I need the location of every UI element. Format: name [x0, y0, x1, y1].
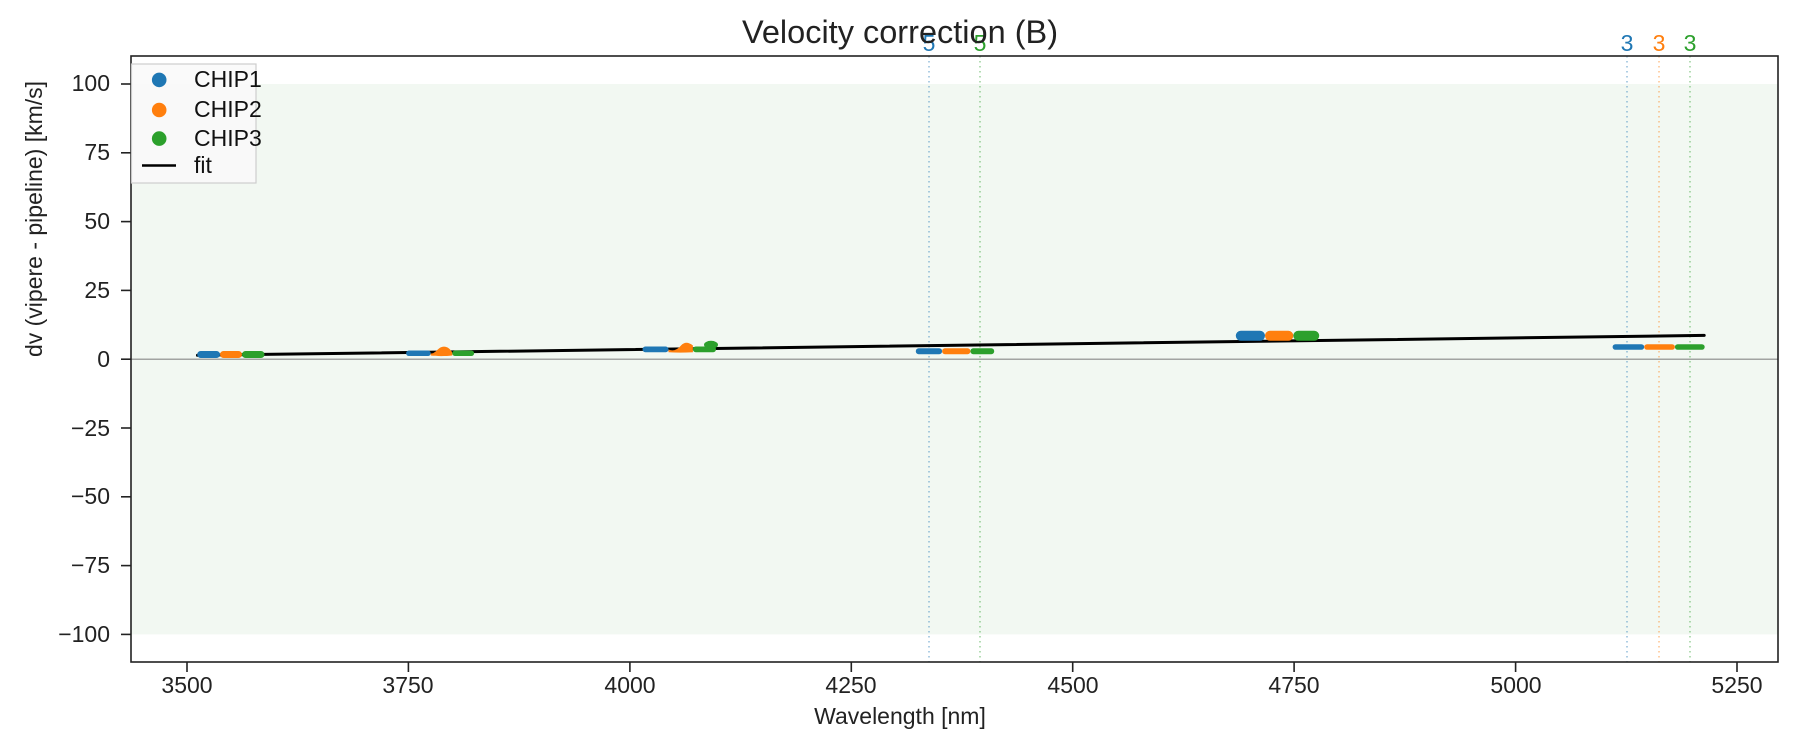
svg-text:fit: fit [194, 152, 213, 178]
svg-text:CHIP2: CHIP2 [194, 96, 262, 122]
svg-text:CHIP3: CHIP3 [194, 125, 262, 151]
svg-text:CHIP1: CHIP1 [194, 66, 262, 92]
